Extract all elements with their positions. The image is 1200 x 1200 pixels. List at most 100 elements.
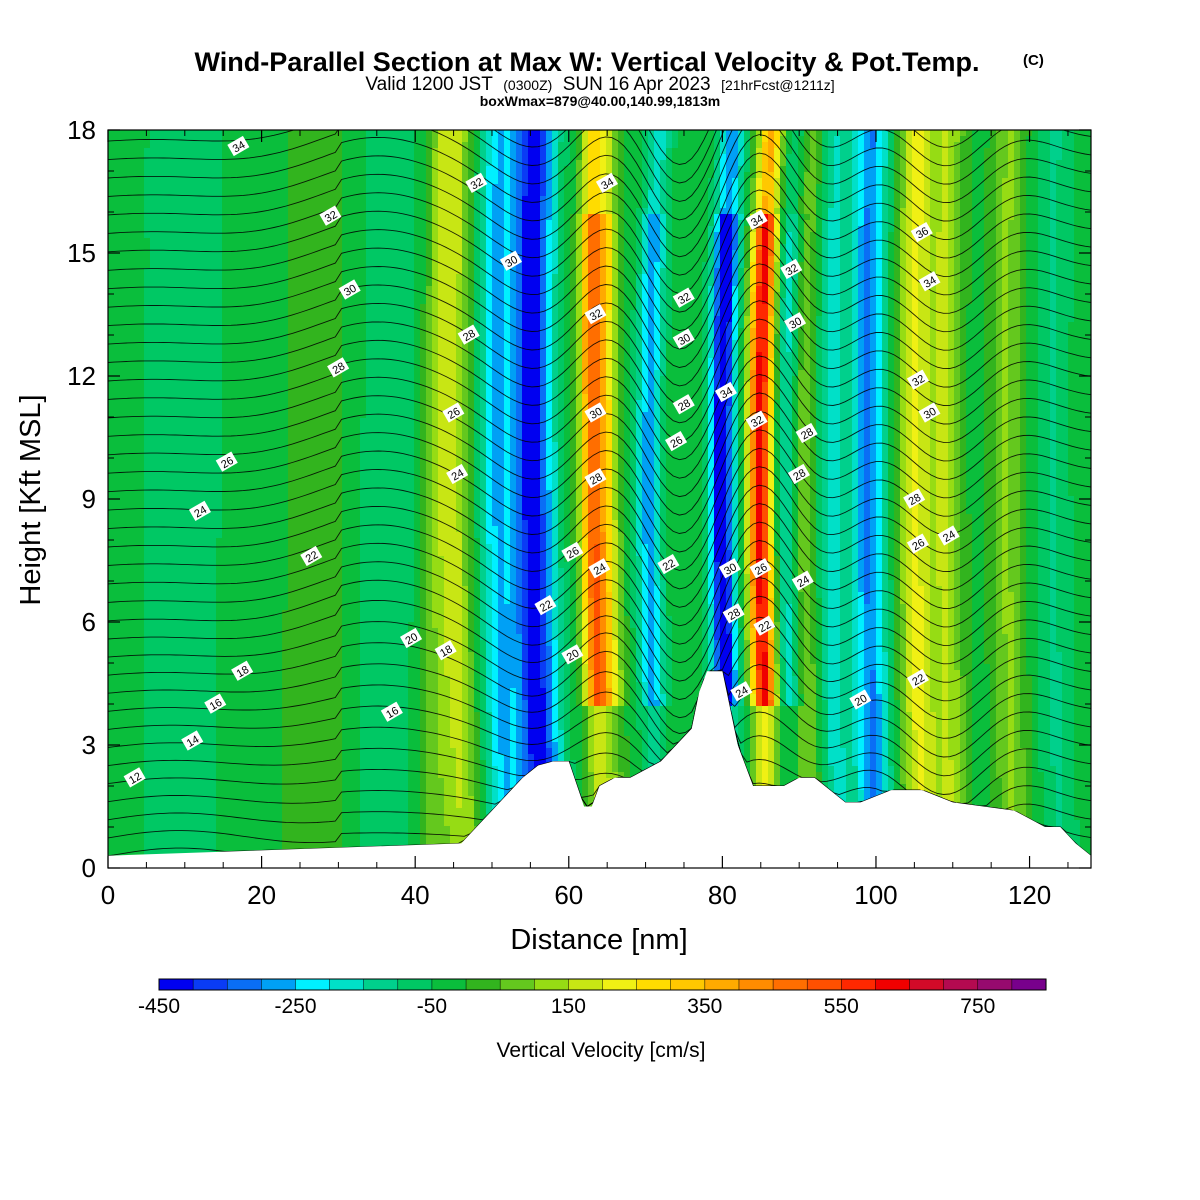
field-cell [534,142,541,149]
field-cell [156,160,163,167]
field-cell [1032,148,1039,155]
field-cell [354,130,361,137]
field-cell [1002,148,1009,155]
field-cell [336,166,343,173]
field-cell [684,154,691,161]
field-cell [144,154,151,161]
field-cell [174,130,181,137]
field-cell [432,154,439,161]
field-cell [360,160,367,167]
field-cell [510,184,517,191]
field-cell [768,142,775,149]
field-cell [228,160,235,167]
field-cell [114,142,121,149]
field-cell [240,166,247,173]
field-cell [810,166,817,173]
field-cell [732,148,739,155]
field-cell [1014,184,1021,191]
field-cell [666,142,673,149]
field-cell [132,184,139,191]
field-cell [132,130,139,137]
field-cell [210,178,217,185]
field-cell [186,142,193,149]
field-cell [312,142,319,149]
field-cell [456,154,463,161]
field-cell [1080,136,1087,143]
field-cell [618,166,625,173]
field-cell [840,154,847,161]
field-cell [960,154,967,161]
field-cell [1014,166,1021,173]
field-cell [372,166,379,173]
field-cell [606,148,613,155]
field-cell [888,142,895,149]
field-cell [948,136,955,143]
field-cell [1044,154,1051,161]
field-cell [636,172,643,179]
field-cell [498,136,505,143]
field-cell [384,166,391,173]
field-cell [942,154,949,161]
field-cell [654,154,661,161]
field-cell [756,178,763,185]
field-cell [1086,184,1093,191]
field-cell [162,142,169,149]
field-cell [924,184,931,191]
field-cell [990,160,997,167]
field-cell [588,130,595,137]
field-cell [666,166,673,173]
field-cell [690,142,697,149]
field-cell [300,136,307,143]
field-cell [192,148,199,155]
field-cell [678,166,685,173]
field-cell [840,184,847,191]
field-cell [216,184,223,191]
field-cell [564,166,571,173]
field-cell [198,136,205,143]
field-cell [414,166,421,173]
field-cell [684,166,691,173]
field-cell [468,160,475,167]
field-cell [984,130,991,137]
field-cell [804,136,811,143]
field-cell [504,142,511,149]
field-cell [414,148,421,155]
field-cell [558,130,565,137]
field-cell [174,178,181,185]
field-cell [930,136,937,143]
field-cell [276,172,283,179]
field-cell [612,130,619,137]
field-cell [330,154,337,161]
field-cell [444,160,451,167]
field-cell [402,178,409,185]
field-cell [1074,178,1081,185]
field-cell [924,130,931,137]
field-cell [834,154,841,161]
field-cell [1032,178,1039,185]
field-cell [744,148,751,155]
field-cell [882,136,889,143]
field-cell [180,178,187,185]
field-cell [480,148,487,155]
field-cell [456,166,463,173]
field-cell [180,172,187,179]
field-cell [450,166,457,173]
field-cell [1074,172,1081,179]
field-cell [168,172,175,179]
field-cell [138,190,145,197]
field-cell [1020,184,1027,191]
field-cell [360,142,367,149]
field-cell [306,190,313,197]
field-cell [210,160,217,167]
field-cell [228,130,235,137]
field-cell [744,172,751,179]
field-cell [750,166,757,173]
field-cell [210,130,217,137]
field-cell [1008,166,1015,173]
field-cell [492,136,499,143]
field-cell [336,136,343,143]
field-cell [678,178,685,185]
field-cell [786,148,793,155]
field-cell [360,130,367,137]
field-cell [696,154,703,161]
